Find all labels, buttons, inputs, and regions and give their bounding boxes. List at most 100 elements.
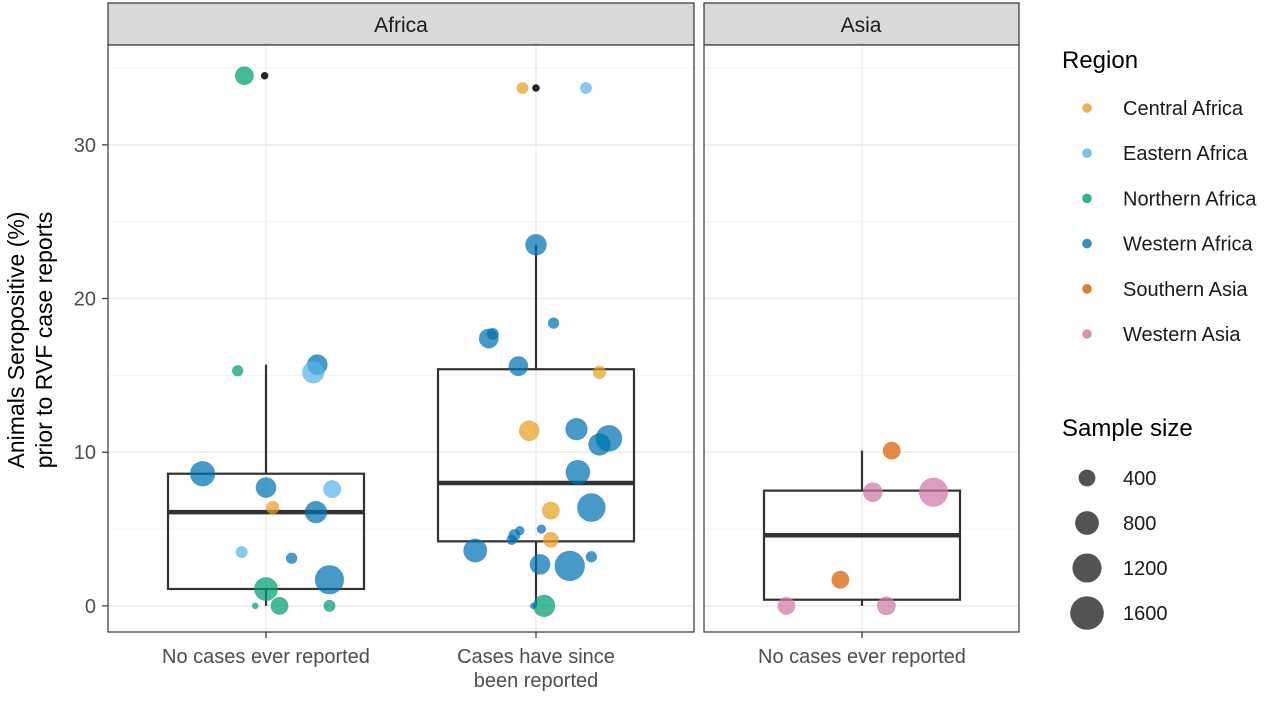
y-tick-label: 30 xyxy=(74,135,96,157)
legend-region-label: Northern Africa xyxy=(1123,188,1257,210)
data-point xyxy=(529,554,551,575)
data-point xyxy=(547,317,560,329)
legend-size-key xyxy=(1075,511,1099,535)
data-point xyxy=(323,480,342,499)
outlier-point xyxy=(532,84,540,92)
facet-strip-asia xyxy=(703,2,1020,46)
y-axis-title: Animals Seropositive (%) prior to RVF ca… xyxy=(3,212,57,469)
data-point xyxy=(189,461,216,487)
y-axis: 0 10 20 30 xyxy=(74,135,108,618)
data-point xyxy=(266,500,280,515)
points-africa xyxy=(189,66,623,617)
data-point xyxy=(882,441,901,460)
legend-size-title: Sample size xyxy=(1062,415,1193,442)
data-point xyxy=(463,538,488,563)
y-tick-label: 0 xyxy=(85,596,96,618)
points-asia xyxy=(777,441,949,616)
panel-background xyxy=(108,45,694,632)
data-point xyxy=(577,493,606,522)
boxes-asia xyxy=(762,450,962,606)
legend-size-label: 1200 xyxy=(1123,558,1168,580)
legend-region-label: Eastern Africa xyxy=(1123,143,1248,165)
data-point xyxy=(302,361,325,384)
legend-region-items: Central Africa Eastern Africa Northern Afr… xyxy=(1082,98,1257,346)
y-axis-title-line2: prior to RVF case reports xyxy=(31,212,57,469)
box-iqr xyxy=(436,368,636,543)
data-point xyxy=(876,596,896,616)
data-point xyxy=(542,531,559,548)
data-point xyxy=(919,477,949,507)
y-tick-label: 10 xyxy=(74,442,96,464)
data-point xyxy=(304,501,328,524)
legend-size-label: 1600 xyxy=(1123,603,1168,625)
legend-size-label: 400 xyxy=(1123,468,1156,490)
legend-region-key xyxy=(1082,193,1092,204)
data-point xyxy=(565,418,588,441)
legend-region-key xyxy=(1082,284,1092,294)
legend-size-key xyxy=(1072,553,1102,583)
legend-size-label: 800 xyxy=(1123,513,1156,535)
y-tick-label: 20 xyxy=(74,289,96,311)
facet-strip-africa xyxy=(107,2,695,46)
x-axis: No cases ever reported Cases have sincebe… xyxy=(162,632,966,692)
data-point xyxy=(508,356,529,377)
y-axis-title-line1: Animals Seropositive (%) xyxy=(3,212,29,469)
data-point xyxy=(323,599,336,612)
data-point xyxy=(565,459,591,485)
data-point xyxy=(580,82,592,94)
data-point xyxy=(506,534,517,545)
data-point xyxy=(254,577,278,601)
data-point xyxy=(554,550,585,582)
legend-region-title: Region xyxy=(1062,47,1138,74)
data-point xyxy=(831,570,850,589)
data-point xyxy=(286,552,298,564)
x-tick-label: been reported xyxy=(474,670,599,692)
legend-region-label: Western Asia xyxy=(1123,324,1241,346)
grid-asia xyxy=(704,45,1019,632)
data-point xyxy=(862,482,883,503)
legend-region-label: Central Africa xyxy=(1123,98,1244,120)
data-point xyxy=(536,524,547,534)
data-point xyxy=(530,602,537,610)
data-point xyxy=(251,602,259,610)
legend-size-key xyxy=(1078,469,1096,487)
data-point xyxy=(532,594,556,617)
x-tick-label: Cases have since xyxy=(457,646,615,668)
data-point xyxy=(235,66,254,86)
legend-size-key xyxy=(1070,596,1104,630)
data-point xyxy=(585,551,597,563)
panel-border-africa xyxy=(107,44,695,633)
data-point xyxy=(232,365,244,377)
legend-region-label: Western Africa xyxy=(1123,234,1254,256)
outlier-point xyxy=(260,71,269,80)
data-point xyxy=(518,420,540,441)
legend-region-key xyxy=(1082,103,1092,113)
facet-label-asia: Asia xyxy=(841,14,882,37)
data-point xyxy=(592,365,607,379)
legend-size: Sample size 400 800 1200 1600 xyxy=(1062,415,1193,630)
data-point xyxy=(270,596,289,615)
grid-africa xyxy=(108,45,694,632)
legend-size-items: 400 800 1200 1600 xyxy=(1070,468,1168,630)
data-point xyxy=(478,328,499,349)
data-point xyxy=(314,565,344,595)
x-tick-label: No cases ever reported xyxy=(758,646,966,668)
legend-region-key xyxy=(1082,238,1092,249)
data-point xyxy=(516,82,529,94)
legend-region-key xyxy=(1082,329,1092,339)
panel-africa: Africa xyxy=(107,2,695,633)
facet-label-africa: Africa xyxy=(374,14,428,37)
box-iqr xyxy=(762,489,962,601)
legend-region-key xyxy=(1082,148,1092,158)
data-point xyxy=(588,433,611,456)
data-point xyxy=(525,234,547,256)
x-tick-label: No cases ever reported xyxy=(162,646,370,668)
data-point xyxy=(235,546,248,559)
legend-region: Region Central Africa Eastern Africa North… xyxy=(1062,47,1257,346)
panel-asia: Asia xyxy=(703,2,1020,633)
data-point xyxy=(777,596,796,615)
data-point xyxy=(541,501,560,520)
legend-region-label: Southern Asia xyxy=(1123,279,1248,301)
